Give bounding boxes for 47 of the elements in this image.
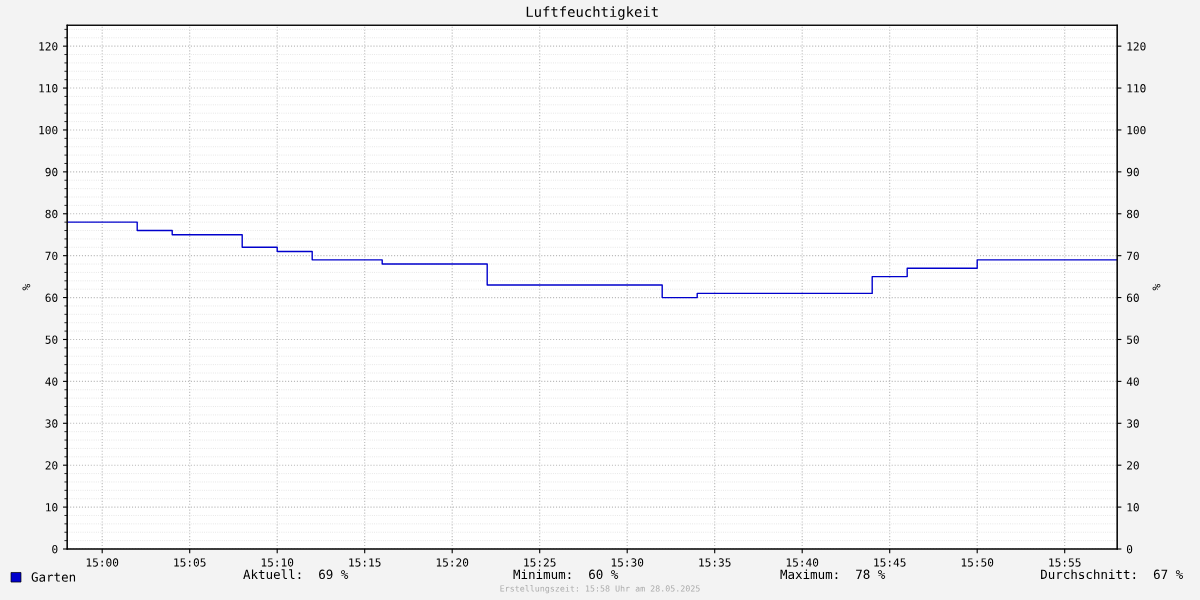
chart-title: Luftfeuchtigkeit (526, 6, 658, 20)
y2-tick-label: 70 (1126, 251, 1139, 261)
text: Durchschnitt: 67 % (1041, 569, 1183, 580)
y-tick-label: 50 (45, 335, 58, 344)
text: Maximum: 78 % (780, 569, 886, 580)
y2-tick-label: 10 (1127, 503, 1139, 512)
y-tick-label: 0 (52, 545, 58, 554)
y-tick-label: 90 (45, 167, 58, 177)
y-tick-label: 40 (45, 377, 58, 386)
x-tick-label: 15:10 (261, 558, 294, 567)
y2-tick-label: 40 (1126, 377, 1139, 386)
y2-tick-label: 120 (1127, 42, 1146, 51)
y-axis-title: % (22, 283, 31, 291)
x-tick-label: 15:45 (874, 558, 906, 567)
x-tick-label: 15:15 (349, 558, 381, 567)
y-tick-label: 70 (45, 251, 58, 261)
y-tick-label: 100 (39, 125, 58, 135)
x-tick-label: 15:20 (436, 558, 469, 567)
x-tick-label: 15:00 (86, 558, 119, 567)
legend-label: Garten (31, 572, 76, 582)
y-tick-label: 120 (39, 42, 58, 51)
x-tick-label: 15:55 (1049, 558, 1081, 567)
y2-tick-label: 20 (1127, 461, 1139, 470)
y-tick-label: 60 (45, 293, 58, 302)
x-tick-label: 15:30 (611, 558, 644, 567)
y2-tick-label: 50 (1127, 335, 1139, 344)
y2-tick-label: 100 (1127, 125, 1146, 135)
text: Minimum: 60 % (513, 569, 619, 580)
y-tick-label: 30 (45, 419, 58, 428)
y2-tick-label: 30 (1126, 419, 1139, 428)
y-tick-label: 10 (46, 503, 58, 512)
y-tick-label: 20 (45, 461, 58, 470)
y-tick-label: 110 (39, 84, 58, 93)
y2-tick-label: 60 (1126, 293, 1139, 302)
x-tick-label: 15:35 (699, 558, 731, 567)
text: Erstellungszeit: 15:58 Uhr am 28.05.2025 (500, 585, 700, 594)
y2-tick-label: 90 (1126, 167, 1139, 177)
x-tick-label: 15:50 (961, 558, 994, 567)
y2-tick-label: 0 (1126, 545, 1133, 554)
text: Aktuell: 69 % (243, 569, 349, 580)
y2-axis-title: % (1152, 283, 1161, 291)
y-tick-label: 80 (45, 209, 58, 219)
x-tick-label: 15:05 (174, 558, 206, 567)
y2-tick-label: 110 (1127, 84, 1146, 93)
x-tick-label: 15:40 (786, 558, 819, 567)
x-tick-label: 15:25 (524, 558, 556, 567)
y2-tick-label: 80 (1126, 209, 1139, 219)
